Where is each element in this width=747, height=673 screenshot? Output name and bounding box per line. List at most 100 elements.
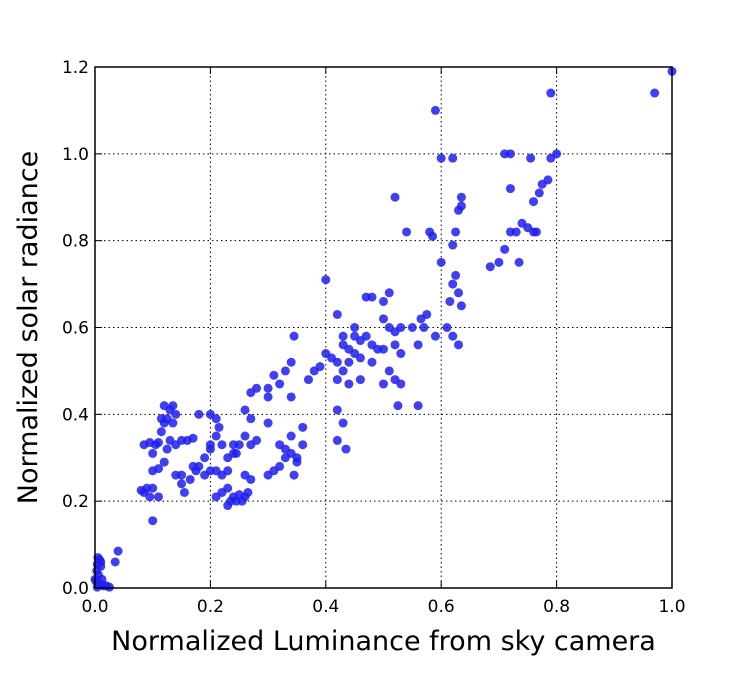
data-point xyxy=(332,309,342,319)
data-point xyxy=(454,288,464,298)
data-point xyxy=(338,418,348,428)
data-point xyxy=(546,88,556,98)
data-point xyxy=(338,331,348,341)
data-point xyxy=(344,357,354,367)
data-point xyxy=(543,175,553,185)
data-point xyxy=(223,466,233,476)
data-point xyxy=(298,440,308,450)
data-point xyxy=(379,296,388,306)
data-point xyxy=(223,483,233,493)
data-point xyxy=(211,431,221,441)
data-point xyxy=(243,487,253,497)
y-axis-label: Normalized solar radiance xyxy=(13,151,44,504)
data-point xyxy=(436,153,446,163)
data-point xyxy=(390,375,400,385)
data-point xyxy=(217,440,227,450)
x-tick-label: 0.6 xyxy=(428,597,455,617)
data-point xyxy=(451,227,461,237)
data-point xyxy=(214,422,224,432)
data-point xyxy=(428,231,438,241)
data-point xyxy=(332,435,342,445)
data-point xyxy=(148,516,158,526)
data-point xyxy=(263,392,273,402)
x-tick-label: 0.4 xyxy=(312,597,339,617)
data-point xyxy=(303,375,313,385)
y-tick-label: 0.0 xyxy=(62,579,89,599)
data-point xyxy=(531,227,541,237)
data-point xyxy=(156,427,166,437)
data-point xyxy=(338,340,348,350)
data-point xyxy=(96,557,106,567)
data-point xyxy=(451,270,461,280)
data-point xyxy=(275,461,285,471)
y-tick-label: 0.8 xyxy=(62,232,89,252)
data-point xyxy=(456,301,466,311)
data-point xyxy=(379,344,388,354)
data-point xyxy=(92,582,102,592)
data-point xyxy=(396,323,406,332)
grid-lines xyxy=(95,67,672,588)
data-point xyxy=(145,492,155,502)
data-point xyxy=(275,379,285,389)
data-point xyxy=(384,288,394,298)
data-point xyxy=(413,340,423,350)
data-point xyxy=(171,409,181,419)
data-point xyxy=(367,292,377,302)
data-point xyxy=(275,440,285,450)
x-axis-label: Normalized Luminance from sky camera xyxy=(111,626,656,657)
data-point xyxy=(338,366,348,376)
data-point xyxy=(205,444,215,454)
data-point xyxy=(361,331,371,341)
x-tick-labels: 0.0 0.2 0.4 0.6 0.8 1.0 xyxy=(81,597,685,617)
data-point xyxy=(332,405,342,415)
data-point xyxy=(355,353,365,363)
data-point xyxy=(650,88,660,98)
data-point xyxy=(505,149,515,159)
data-point xyxy=(240,431,250,441)
data-point xyxy=(456,192,466,202)
data-point xyxy=(454,340,464,350)
data-point xyxy=(396,349,406,359)
data-point xyxy=(442,323,452,332)
data-point xyxy=(321,275,331,285)
data-point xyxy=(315,362,325,372)
y-tick-label: 1.2 xyxy=(62,58,89,78)
data-point xyxy=(298,422,308,432)
data-point xyxy=(332,375,342,385)
data-point xyxy=(188,433,198,443)
data-point xyxy=(430,105,440,115)
data-point xyxy=(422,309,432,319)
data-point xyxy=(379,379,388,389)
data-point xyxy=(344,379,354,389)
data-point xyxy=(402,227,412,237)
data-point xyxy=(292,453,302,463)
data-point xyxy=(526,153,536,163)
data-point xyxy=(529,197,539,207)
data-point xyxy=(430,331,440,341)
data-point xyxy=(153,438,163,448)
data-point xyxy=(448,153,458,163)
data-point xyxy=(200,453,210,463)
data-point xyxy=(514,257,524,267)
data-point xyxy=(179,487,189,497)
data-point xyxy=(350,331,360,341)
data-point xyxy=(390,340,400,350)
data-point xyxy=(332,357,342,367)
data-point xyxy=(500,244,510,254)
x-tick-label: 1.0 xyxy=(658,597,685,617)
data-point xyxy=(286,357,296,367)
data-point xyxy=(113,546,123,556)
data-point xyxy=(159,457,169,467)
data-point xyxy=(552,149,562,159)
data-point xyxy=(177,470,187,480)
data-point xyxy=(393,401,403,411)
x-tick-label: 0.0 xyxy=(81,597,108,617)
data-point xyxy=(240,405,250,415)
data-point xyxy=(211,414,221,424)
data-point xyxy=(104,582,114,592)
data-point xyxy=(534,188,544,198)
data-point xyxy=(280,366,290,376)
axis-ticks xyxy=(94,66,673,589)
data-point xyxy=(379,314,388,324)
